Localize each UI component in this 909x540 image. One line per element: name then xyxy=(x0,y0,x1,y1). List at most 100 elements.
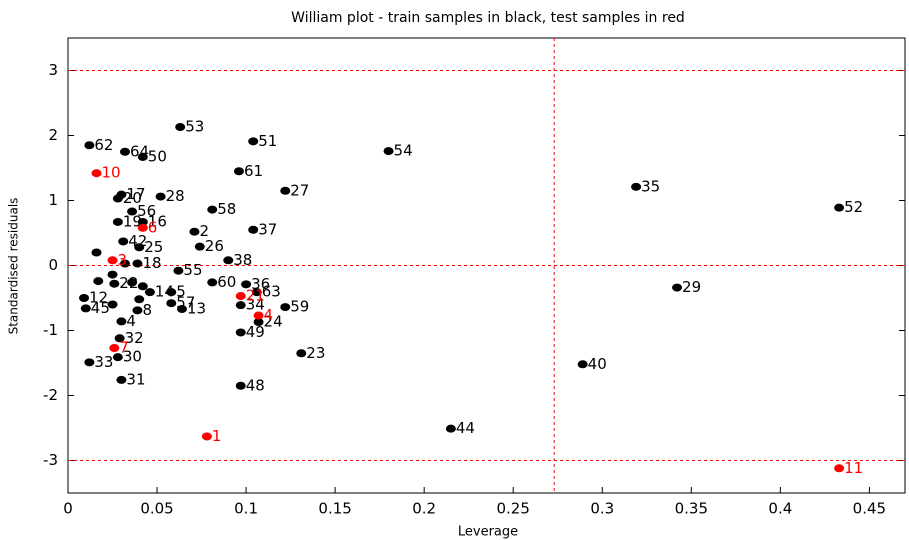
y-tick-label: 2 xyxy=(48,126,58,144)
y-tick-label: -2 xyxy=(43,386,58,404)
point-label: 26 xyxy=(205,237,224,255)
point-label: 25 xyxy=(144,238,163,256)
point xyxy=(248,137,259,146)
point xyxy=(79,294,90,302)
x-tick-label: 0.3 xyxy=(590,500,614,518)
point-label: 31 xyxy=(126,370,145,388)
point-label: 35 xyxy=(641,177,660,195)
point-label: 63 xyxy=(262,283,281,301)
point xyxy=(253,311,264,320)
point-label: 51 xyxy=(258,132,277,150)
chart-title: William plot - train samples in black, t… xyxy=(291,10,685,26)
point xyxy=(80,304,91,313)
point-label: 33 xyxy=(94,353,113,371)
point xyxy=(672,283,683,292)
point xyxy=(134,243,145,252)
point-label: 32 xyxy=(125,329,144,347)
point xyxy=(280,186,291,195)
point-label: 50 xyxy=(148,147,167,165)
point xyxy=(84,358,95,367)
x-tick-label: 0.1 xyxy=(234,500,258,518)
point xyxy=(137,217,148,226)
point xyxy=(223,256,234,265)
point-label: 37 xyxy=(258,220,277,238)
point xyxy=(155,192,166,201)
point xyxy=(631,182,642,191)
x-tick-label: 0.15 xyxy=(318,500,351,518)
point-label: 45 xyxy=(91,299,110,317)
point xyxy=(127,278,138,287)
point xyxy=(112,217,123,226)
point xyxy=(132,306,143,315)
point xyxy=(577,360,588,369)
y-tick-label: 1 xyxy=(48,191,58,209)
point xyxy=(119,259,130,268)
point-label: 34 xyxy=(246,296,265,314)
point-label: 60 xyxy=(217,273,236,291)
point xyxy=(248,225,259,234)
point xyxy=(91,248,102,257)
point xyxy=(235,301,246,310)
point xyxy=(166,299,177,308)
point-label: 55 xyxy=(183,261,202,279)
point xyxy=(137,223,148,232)
point-label: 24 xyxy=(264,313,283,331)
point xyxy=(189,227,200,236)
point xyxy=(207,205,218,214)
point-label: 49 xyxy=(246,323,265,341)
point xyxy=(235,381,246,390)
point-label: 8 xyxy=(142,301,152,319)
point-label: 10 xyxy=(101,164,120,182)
point-label: 14 xyxy=(155,283,174,301)
x-tick-label: 0.25 xyxy=(497,500,530,518)
point-label: 6 xyxy=(148,218,158,236)
point xyxy=(91,169,102,178)
point-label: 23 xyxy=(306,344,325,362)
x-tick-label: 0.05 xyxy=(140,500,173,518)
point xyxy=(84,141,95,150)
point xyxy=(132,259,143,268)
point xyxy=(207,278,218,287)
point xyxy=(137,152,148,161)
x-tick-label: 0.2 xyxy=(412,500,436,518)
y-tick-label: -1 xyxy=(43,321,58,339)
y-axis-label: Standardised residuals xyxy=(7,198,21,335)
point-label: 2 xyxy=(199,222,209,240)
point-label: 61 xyxy=(244,162,263,180)
point xyxy=(194,242,205,251)
point-label: 13 xyxy=(187,300,206,318)
point-label: 19 xyxy=(123,212,142,230)
y-tick-label: 3 xyxy=(48,61,58,79)
point xyxy=(233,167,244,176)
point xyxy=(834,203,845,212)
point xyxy=(296,349,307,358)
point xyxy=(175,123,186,132)
point-label: 12 xyxy=(89,289,108,307)
point xyxy=(137,282,148,291)
point-label: 28 xyxy=(166,187,185,205)
point-label: 1 xyxy=(212,427,222,445)
point xyxy=(241,280,252,289)
x-tick-label: 0.45 xyxy=(853,500,886,518)
point-label: 18 xyxy=(142,254,161,272)
point-label: 30 xyxy=(123,348,142,366)
point-label: 11 xyxy=(844,459,863,477)
point xyxy=(144,288,155,297)
point xyxy=(109,279,120,288)
point xyxy=(253,318,264,327)
point xyxy=(112,194,123,203)
point xyxy=(116,317,127,326)
point-label: 7 xyxy=(119,339,129,357)
y-tick-label: -3 xyxy=(43,451,58,469)
point xyxy=(166,288,177,297)
point-label: 4 xyxy=(264,306,274,324)
point-label: 48 xyxy=(246,376,265,394)
x-tick-label: 0.35 xyxy=(675,500,708,518)
point-label: 59 xyxy=(290,298,309,316)
point xyxy=(119,147,130,156)
point xyxy=(118,237,129,246)
point xyxy=(116,375,127,384)
point-label: 3 xyxy=(118,251,128,269)
point-label: 4 xyxy=(126,312,136,330)
